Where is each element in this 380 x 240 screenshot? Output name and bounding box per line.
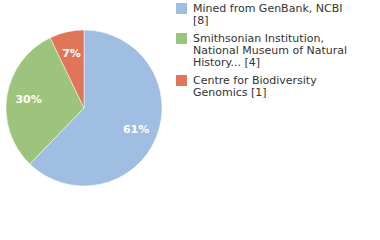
legend: Mined from GenBank, NCBI[8] Smithsonian I… [176,2,347,99]
data-label: 61% [123,123,149,136]
data-label: 7% [62,47,81,60]
legend-swatch [176,3,187,14]
pie-slice [50,30,84,108]
legend-label: Smithsonian Institution,National Museum … [193,32,347,69]
data-label: 30% [15,93,41,106]
legend-swatch [176,75,187,86]
chart: 61% 30% 7% Mined from GenBank, NCBI[8] Smith… [0,0,380,240]
legend-label: Mined from GenBank, NCBI[8] [193,2,342,27]
legend-label: Centre for BiodiversityGenomics [1] [193,74,317,99]
pie-slice [6,38,84,164]
legend-swatch [176,33,187,44]
data-labels: 61% 30% 7% [15,47,149,136]
pie [6,30,162,186]
